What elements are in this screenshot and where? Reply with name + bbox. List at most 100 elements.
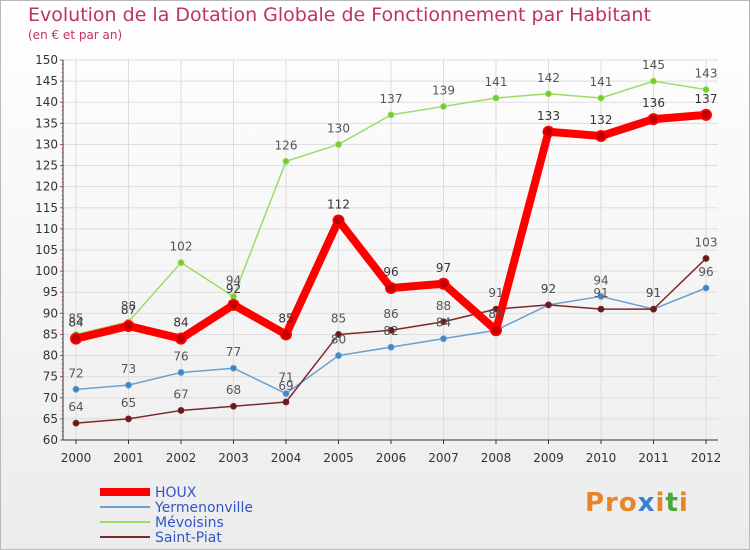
data-point	[542, 125, 555, 138]
data-label: 143	[695, 67, 718, 81]
data-label: 102	[170, 240, 193, 254]
data-label: 126	[275, 138, 298, 152]
data-label: 71	[278, 371, 293, 385]
data-label: 86	[383, 307, 398, 321]
data-point	[282, 398, 290, 406]
data-label: 103	[695, 235, 718, 249]
y-tick-label: 110	[35, 222, 58, 236]
x-tick-label: 2012	[691, 451, 722, 465]
data-point	[597, 94, 605, 102]
y-tick-label: 115	[35, 201, 58, 215]
y-tick-label: 70	[43, 391, 58, 405]
data-label: 85	[331, 311, 346, 325]
data-label: 142	[537, 71, 560, 85]
data-label: 141	[485, 75, 508, 89]
data-point	[490, 324, 502, 337]
data-point	[597, 293, 605, 300]
data-point	[125, 415, 132, 423]
data-point	[230, 402, 237, 410]
data-label: 84	[68, 316, 83, 330]
y-tick-label: 100	[35, 264, 58, 278]
data-point	[545, 90, 552, 98]
data-label: 64	[68, 400, 83, 414]
data-point	[230, 364, 237, 372]
data-label: 132	[590, 113, 613, 127]
data-point	[492, 94, 500, 102]
y-tick-label: 85	[43, 327, 58, 341]
data-point	[177, 259, 185, 267]
data-point	[280, 328, 292, 341]
x-tick-label: 2005	[323, 451, 354, 465]
data-label: 94	[226, 273, 241, 287]
data-label: 91	[646, 286, 661, 300]
legend-label: Yermenonville	[154, 500, 253, 516]
data-label: 69	[278, 379, 293, 393]
x-tick-label: 2008	[481, 451, 512, 465]
data-label: 112	[327, 197, 350, 211]
data-point	[597, 305, 605, 313]
data-label: 136	[642, 96, 665, 110]
data-point	[282, 390, 290, 397]
data-point	[335, 331, 342, 338]
data-point	[440, 318, 447, 326]
chart-title: Evolution de la Dotation Globale de Fonc…	[28, 4, 651, 26]
data-label: 141	[590, 75, 613, 89]
data-labels: 84 87 84 92 85 112 96 97 86 133 132 136 137 72 73 76 77 7…	[68, 58, 717, 414]
data-label: 92	[226, 282, 241, 296]
proxiti-logo: Proxiti	[585, 488, 689, 518]
y-tick-label: 150	[35, 53, 58, 67]
data-point	[702, 284, 710, 292]
data-point	[387, 343, 395, 351]
data-label: 92	[541, 282, 556, 296]
data-label: 91	[488, 286, 503, 300]
data-point	[595, 130, 607, 142]
x-tick-label: 2001	[113, 451, 144, 465]
x-tick-label: 2002	[166, 451, 197, 465]
y-tick-label: 60	[43, 433, 58, 447]
data-point	[700, 108, 712, 121]
x-tick-label: 2011	[638, 451, 669, 465]
y-tick-label: 120	[35, 180, 58, 194]
x-tick-label: 2010	[586, 451, 617, 465]
data-point	[440, 335, 447, 343]
legend-label: HOUX	[155, 485, 197, 501]
x-tick-label: 2004	[271, 451, 302, 465]
y-tick-label: 140	[35, 95, 58, 109]
data-point	[177, 407, 185, 414]
data-label: 76	[173, 349, 188, 363]
y-tick-label: 65	[43, 412, 58, 426]
x-tick-label: 2006	[376, 451, 407, 465]
data-point	[387, 326, 395, 334]
data-label: 97	[436, 261, 451, 275]
data-label: 72	[68, 366, 83, 380]
data-label: 139	[432, 83, 455, 97]
data-point	[650, 77, 657, 85]
data-label: 137	[695, 92, 718, 106]
data-point	[335, 141, 342, 148]
y-tick-label: 105	[35, 243, 58, 257]
data-label: 137	[380, 92, 403, 106]
data-point	[122, 320, 135, 332]
data-label: 91	[646, 286, 661, 300]
data-label: 88	[436, 299, 451, 313]
legend-label: Mévoisins	[155, 515, 224, 531]
y-tick-label: 130	[35, 137, 58, 151]
data-label: 82	[383, 324, 398, 338]
data-point	[72, 419, 80, 427]
data-label: 86	[488, 307, 503, 321]
y-tick-label: 135	[35, 116, 58, 130]
data-label: 87	[121, 303, 136, 317]
data-label: 96	[383, 265, 398, 279]
data-label: 133	[537, 109, 560, 123]
data-label: 80	[331, 333, 346, 347]
data-point	[177, 369, 185, 376]
data-label: 77	[226, 345, 241, 359]
data-label: 145	[642, 58, 665, 72]
y-tick-label: 145	[35, 74, 58, 88]
data-label: 88	[121, 299, 136, 313]
data-label: 85	[278, 311, 293, 325]
data-point	[650, 305, 657, 313]
